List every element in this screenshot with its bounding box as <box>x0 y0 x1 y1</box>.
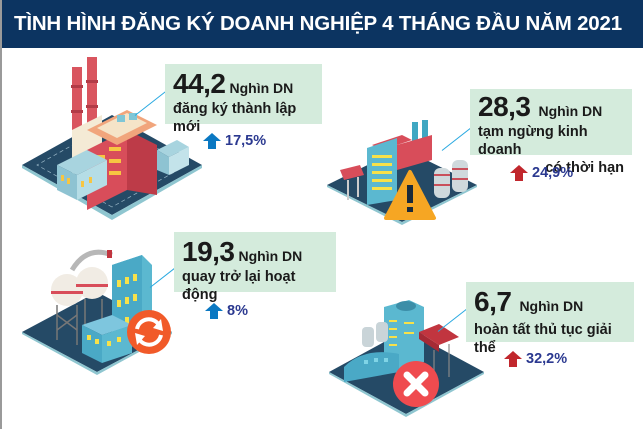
change-percent: 32,2% <box>526 351 568 367</box>
stat-value: 28,3 <box>478 91 531 122</box>
stat-card-new: 44,2 Nghìn DN đăng ký thành lập mới <box>165 64 322 135</box>
factory-icon <box>22 57 202 220</box>
change-percent: 8% <box>227 303 248 319</box>
stat-card-resumed: 19,3 Nghìn DN quay trở lại hoạt động <box>174 232 336 303</box>
stat-desc: tạm ngừng kinh doanh <box>478 124 588 158</box>
change-indicator: 8% <box>205 303 248 319</box>
stat-desc: hoàn tất thủ tục giải thể <box>474 322 612 356</box>
stat-unit: Nghìn DN <box>519 298 584 314</box>
change-percent: 24,9% <box>532 165 574 181</box>
stat-card-suspended: 28,3 Nghìn DN tạm ngừng kinh doanh có thờ… <box>470 89 632 176</box>
change-indicator: 17,5% <box>203 133 266 149</box>
arrow-up-icon <box>510 165 528 181</box>
refresh-icon <box>22 249 172 375</box>
stat-card-dissolved: 6,7 Nghìn DN hoàn tất thủ tục giải thể <box>466 282 634 356</box>
arrow-up-icon <box>205 303 223 319</box>
warning-icon <box>327 120 477 225</box>
stat-desc: có thời hạn <box>545 160 624 176</box>
close-icon <box>329 300 484 417</box>
stat-unit: Nghìn DN <box>229 80 294 96</box>
arrow-up-icon <box>203 133 221 149</box>
change-indicator: 32,2% <box>504 351 567 367</box>
change-percent: 17,5% <box>225 133 267 149</box>
arrow-up-icon <box>504 351 522 367</box>
stat-unit: Nghìn DN <box>238 248 303 264</box>
page-title: TÌNH HÌNH ĐĂNG KÝ DOANH NGHIỆP 4 THÁNG Đ… <box>2 0 643 48</box>
change-indicator: 24,9% <box>510 165 573 181</box>
stat-value: 6,7 <box>474 286 512 317</box>
stat-desc: đăng ký thành lập mới <box>173 101 297 135</box>
stat-desc: quay trở lại hoạt động <box>182 269 296 303</box>
stat-unit: Nghìn DN <box>538 103 603 119</box>
stat-value: 19,3 <box>182 236 235 267</box>
stat-value: 44,2 <box>173 68 226 99</box>
